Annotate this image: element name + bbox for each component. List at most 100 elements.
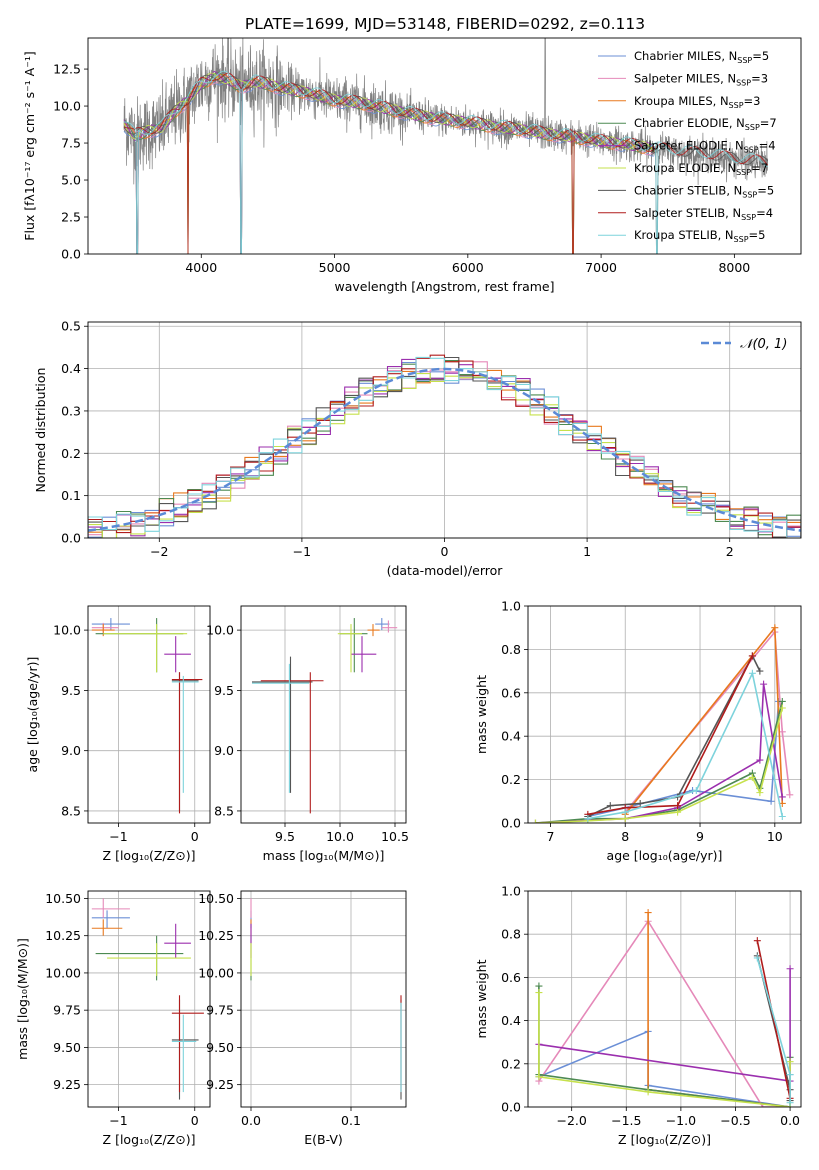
residual_hist-ytick-label: 0.3: [61, 403, 81, 418]
residual_hist-ytick-label: 0.1: [61, 488, 81, 503]
weight_vs_Z-ytick-label: 0.4: [501, 1013, 521, 1028]
kroupa_stelib-weight-marker: [778, 812, 786, 820]
mass_vs_Z-ytick-label: 10.00: [45, 965, 81, 980]
kroupa_elodie-weight-marker: [778, 704, 786, 712]
weight_vs_Z-frame: [527, 890, 802, 1108]
legend-text: Kroupa ELODIE, N: [634, 161, 736, 175]
salpeter_miles-weight-marker: [786, 791, 794, 799]
residual_hist-xtick-label: 1: [583, 544, 591, 559]
weight_vs_age-frame: [527, 605, 802, 824]
age_vs_mass-ytick-label: 9.5: [214, 683, 234, 698]
salpeter_stelib-weight-marker: [748, 652, 756, 660]
mass_vs_Z-ytick-label: 9.25: [53, 1077, 81, 1092]
hist-frame: [87, 321, 802, 539]
weight_vs_Z-ylabel: mass weight: [474, 959, 489, 1038]
weight_vs_age-xtick-label: 7: [546, 829, 554, 844]
mass_vs_Z-panel: −1 0 9.25 9.50 9.75 10.00 10.25 10.50 Z [log₁₀(Z…: [15, 890, 211, 1147]
weight_vs_Z-xtick-label: 0.0: [780, 1113, 800, 1128]
age_vs_mass-ytick-label: 9.0: [214, 743, 234, 758]
kroupa_stelib-errorbar-point: [171, 1014, 197, 1093]
weight_vs_age-ytick-label: 0.8: [501, 642, 521, 657]
weight_vs_age-panel: 7 8 9 10 0.0 0.2 0.4 0.6 0.8 1.0 age [log₁₀(age/yr…: [474, 599, 802, 863]
legend-text: Chabrier STELIB, N: [634, 183, 742, 197]
legend-subscript: SSP: [745, 123, 760, 132]
weight_vs_Z-ytick-label: 0.2: [501, 1056, 521, 1071]
salpeter_elodie-errorbar-point: [351, 636, 377, 673]
legend-suffix: =3: [744, 94, 761, 108]
age_vs_mass-grid: [241, 606, 406, 823]
mass_vs_ebv-ytick-label: 9.50: [206, 1040, 234, 1055]
legend-subscript: SSP: [734, 235, 749, 244]
mass_vs_Z-plot-area: [91, 898, 204, 1100]
salpeter_miles-errorbar-point: [91, 898, 130, 918]
kroupa_miles-errorbar-point: [91, 919, 123, 936]
kroupa_elodie-weight-marker: [644, 1088, 652, 1096]
mass_vs_ebv-xtick-label: 0.0: [241, 1113, 261, 1128]
mass_vs_ebv-ytick-label: 9.75: [206, 1003, 234, 1018]
legend-text: Kroupa MILES, N: [634, 94, 729, 108]
legend-suffix: =4: [756, 206, 773, 220]
mass_vs_ebv-panel: 0.0 0.1 9.25 9.50 9.75 10.00 10.25 10.50 E(B-V): [198, 890, 407, 1147]
residual_hist-xtick-label: −2: [150, 544, 168, 559]
salpeter_stelib-model-line: [123, 72, 769, 254]
weight_vs_age-ytick-label: 0.2: [501, 772, 521, 787]
weight_vs_Z-xtick-label: −0.5: [720, 1113, 750, 1128]
normal-legend-label: 𝒩(0, 1): [740, 337, 787, 352]
mass_vs_Z-ytick-label: 9.75: [53, 1003, 81, 1018]
legend-suffix: =5: [752, 49, 769, 63]
legend-text: Salpeter MILES, N: [634, 71, 736, 85]
weight_vs_age-ytick-label: 0.4: [501, 729, 521, 744]
weight_vs_age-xtick-label: 10: [767, 829, 783, 844]
weight_vs_age-ylabel: mass weight: [474, 675, 489, 754]
weight_vs_age-xlabel: age [log₁₀(age/yr)]: [607, 848, 723, 863]
kroupa_elodie-weight-marker: [621, 815, 629, 823]
chabrier_stelib-weight-marker: [636, 799, 644, 807]
salpeter_elodie-weight-marker: [760, 680, 768, 688]
weight_vs_Z-xtick-label: −1.5: [611, 1113, 641, 1128]
legend-suffix: =7: [751, 161, 768, 175]
mass_vs_Z-xlabel: Z [log₁₀(Z/Z⊙)]: [103, 1132, 196, 1147]
age_vs_Z-ytick-label: 9.5: [61, 683, 81, 698]
chabrier_miles-weight-marker: [767, 797, 775, 805]
mass_vs_ebv-ytick-label: 9.25: [206, 1077, 234, 1092]
mass_vs_ebv-ytick-label: 10.50: [198, 891, 234, 906]
spectrum-ytick-label: 7.5: [61, 136, 81, 151]
weight_vs_Z-xlabel: Z [log₁₀(Z/Z⊙)]: [618, 1132, 711, 1147]
residual-histogram-panel: −2 −1 0 1 2 0.0 0.1 0.2 0.3 0.4 0.5 (data-model)/er…: [33, 319, 802, 578]
weight_vs_Z-xtick-label: −1.0: [666, 1113, 696, 1128]
figure-title: PLATE=1699, MJD=53148, FIBERID=0292, z=0…: [245, 15, 645, 33]
observed-spectrum-line: [123, 38, 769, 186]
weight_vs_age-ytick-label: 1.0: [501, 599, 521, 614]
weight_vs_Z-panel: −2.0 −1.5 −1.0 −0.5 0.0 0.0 0.2 0.4 0.6 0.8 1.0 Z […: [474, 884, 802, 1147]
residual_hist-ylabel: Normed distribution: [33, 368, 48, 493]
mass_vs_ebv-frame: [240, 890, 407, 1108]
kroupa_stelib-weight-marker: [786, 1071, 794, 1079]
mass_vs_Z-ytick-label: 10.50: [45, 891, 81, 906]
legend-label-salpeter_miles: Salpeter MILES, NSSP=3: [634, 71, 768, 87]
age_vs_Z-ytick-label: 8.5: [61, 803, 81, 818]
legend-label-kroupa_stelib: Kroupa STELIB, NSSP=5: [634, 228, 765, 244]
kroupa_elodie-weight-marker: [748, 773, 756, 781]
age_vs_mass-plot-area: [252, 618, 398, 814]
spectrum-ytick-label: 12.5: [53, 62, 81, 77]
mass_vs_ebv-xlabel: E(B-V): [304, 1132, 343, 1147]
spectrum-xtick-label: 7000: [585, 260, 617, 275]
mass_vs_Z-xtick-label: −1: [109, 1113, 127, 1128]
kroupa_stelib-weight-marker: [753, 954, 761, 962]
age_vs_Z-ylabel: age [log₁₀(age/yr)]: [25, 657, 40, 773]
age_vs_Z-frame: [87, 605, 211, 824]
salpeter_miles-weight-line: [538, 919, 791, 1107]
mass_vs_ebv-ytick-label: 10.00: [198, 965, 234, 980]
legend-suffix: =3: [751, 71, 768, 85]
legend-suffix: =4: [759, 139, 776, 153]
spectrum-ytick-label: 10.0: [53, 99, 81, 114]
salpeter_elodie-weight-marker: [756, 756, 764, 764]
chabrier_elodie-weight-marker: [778, 697, 786, 705]
residual_hist-xtick-label: −1: [293, 544, 311, 559]
spectrum-xtick-label: 6000: [452, 260, 484, 275]
spectrum-ytick-label: 5.0: [61, 173, 81, 188]
mass_vs_ebv-plot-area: [250, 898, 402, 1100]
